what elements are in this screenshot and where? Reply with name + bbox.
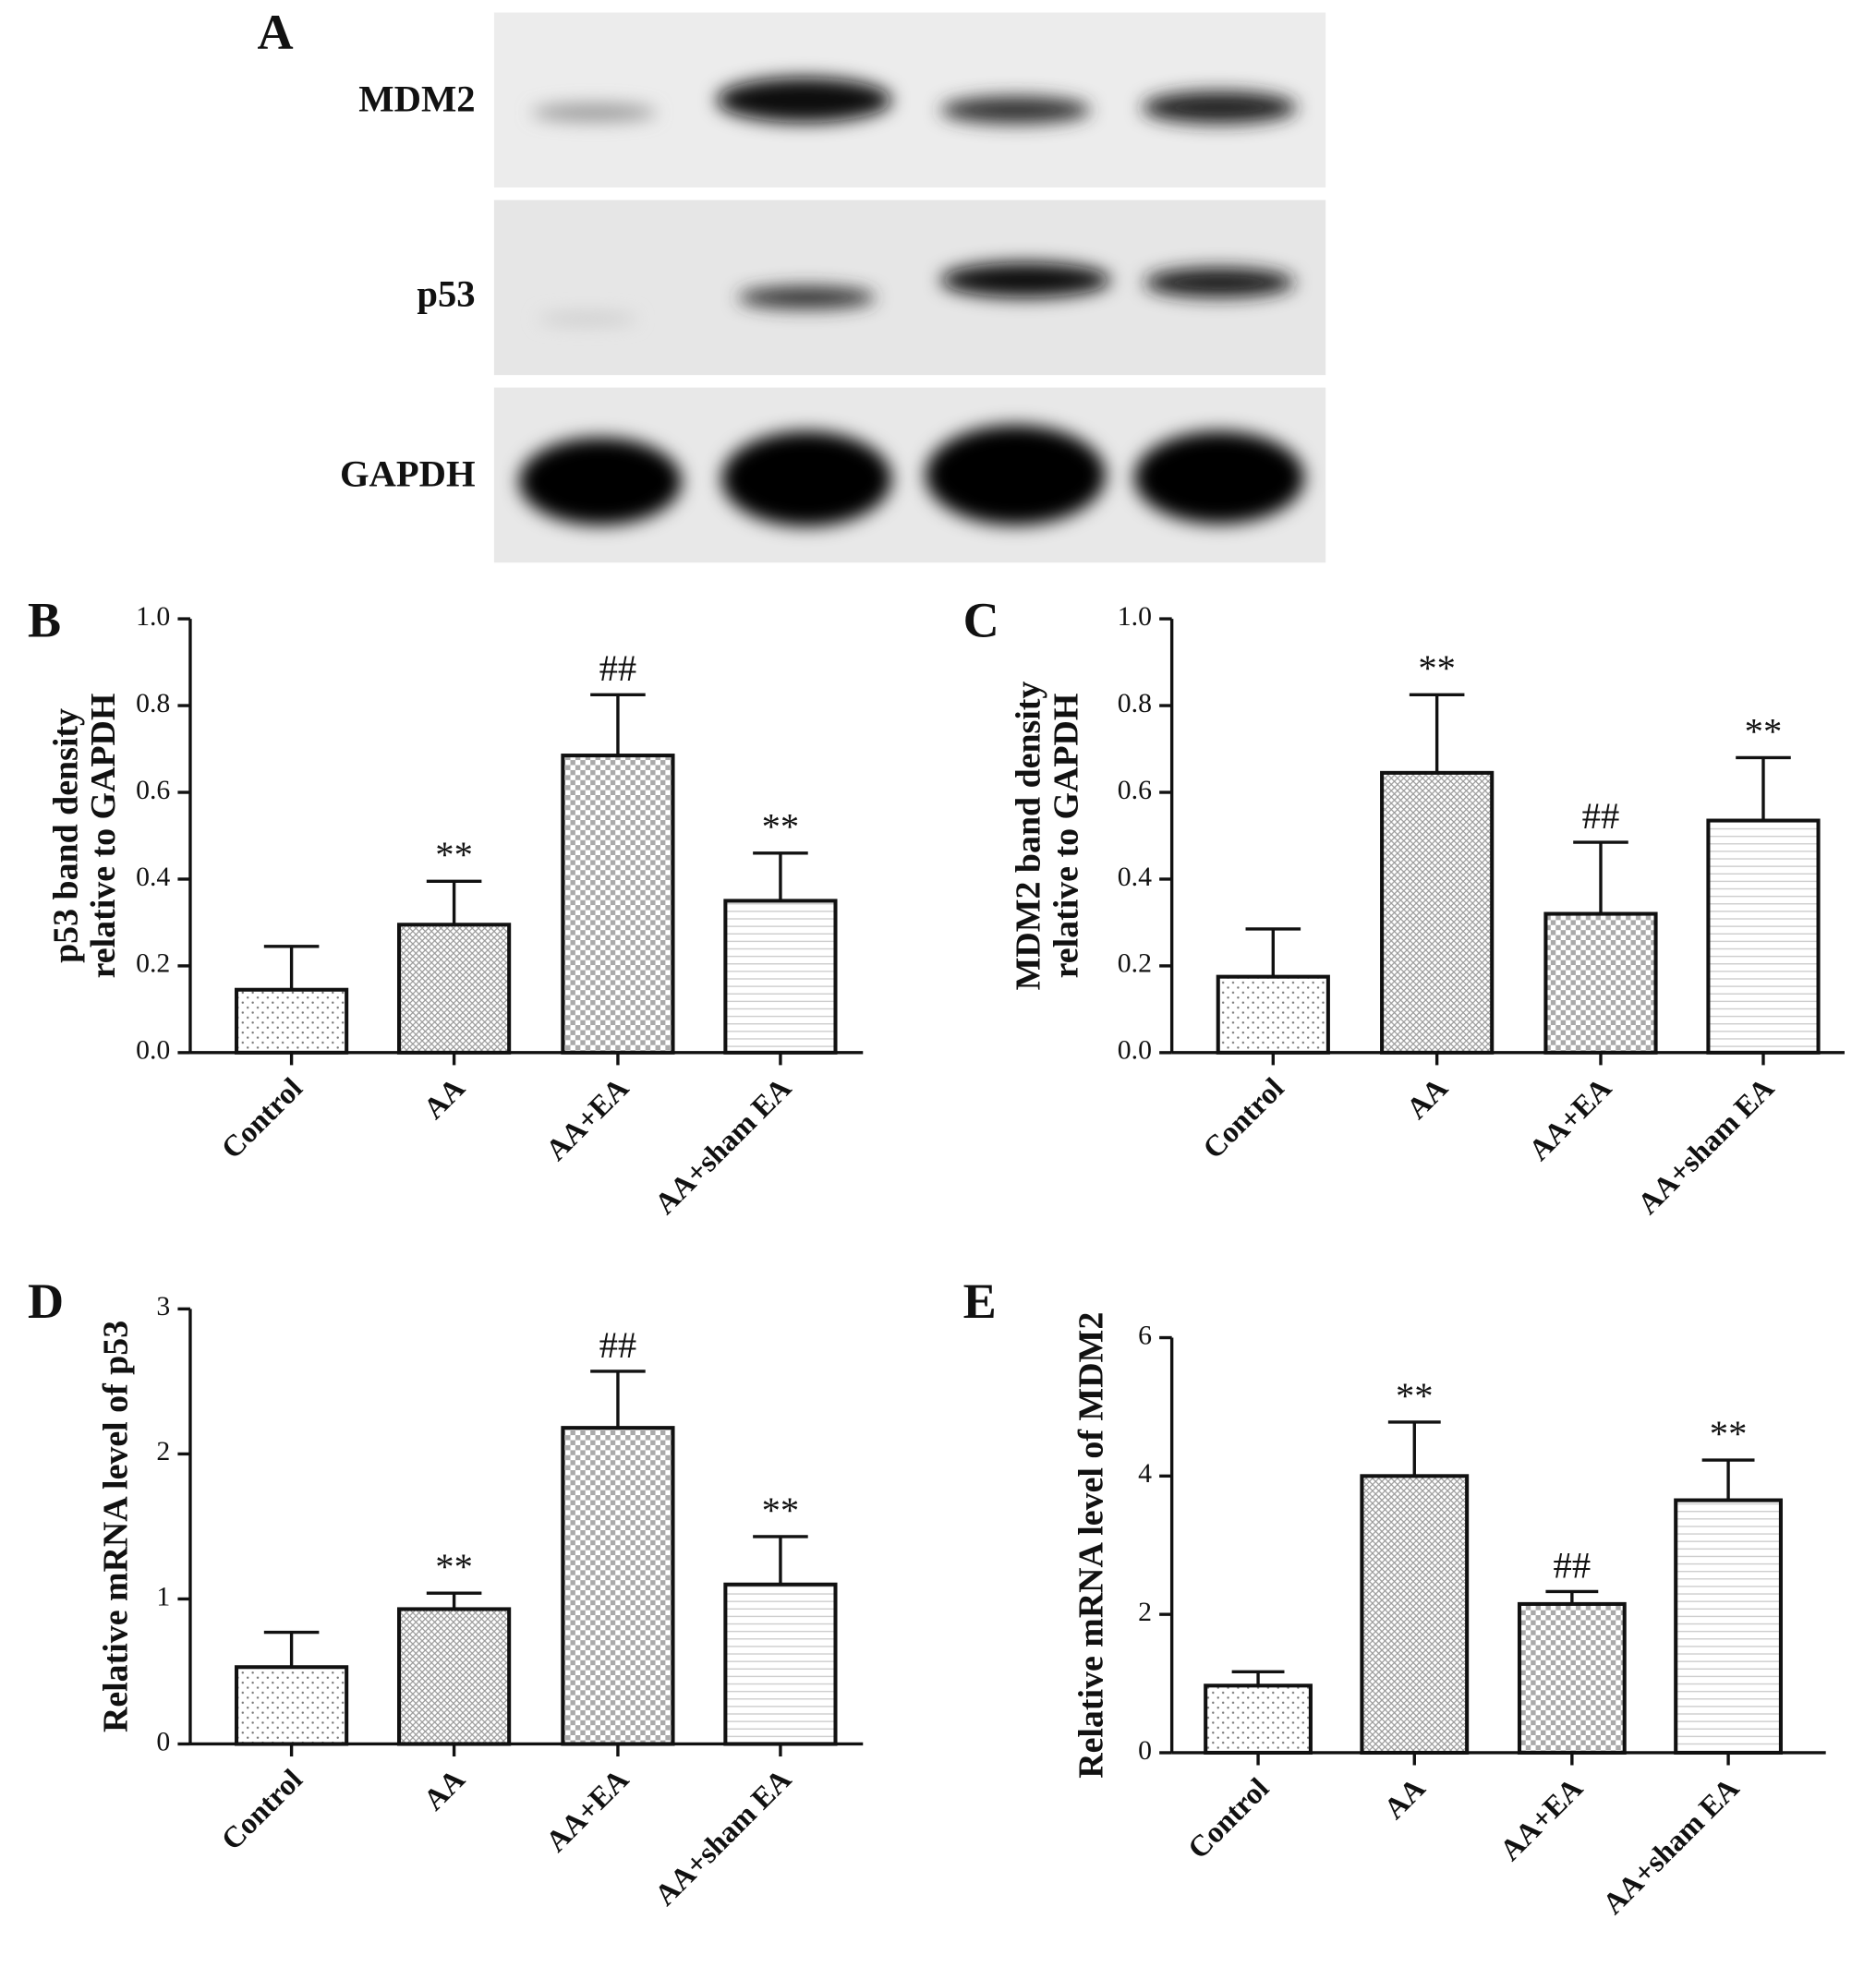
x-tick-label: AA+sham EA [1631,1071,1781,1221]
y-tick-label: 6 [1138,1320,1152,1350]
bar [1706,818,1821,1055]
y-axis-label: p53 band density [46,708,85,963]
y-tick-label: 2 [1138,1597,1152,1627]
y-axis-label: Relative mRNA level of p53 [96,1321,135,1732]
y-tick-label: 0.0 [136,1035,170,1066]
bar [1380,770,1495,1055]
x-tick-label: AA+sham EA [648,1763,798,1913]
x-tick-label: Control [1182,1772,1277,1866]
y-axis-label: Relative mRNA level of MDM2 [1071,1312,1110,1779]
significance-label: ## [1582,795,1620,837]
x-tick-label: AA [418,1071,472,1126]
significance-label: ** [435,834,473,875]
y-tick-label: 1.0 [1118,601,1152,632]
x-tick-label: AA+EA [1494,1771,1590,1867]
y-tick-label: 0.6 [1118,775,1152,805]
y-tick-label: 2 [156,1436,170,1466]
x-tick-label: Control [215,1763,309,1857]
y-tick-label: 1.0 [136,601,170,632]
y-tick-label: 0.0 [1118,1035,1152,1066]
bands [518,77,1305,526]
y-tick-label: 0.4 [136,862,170,892]
y-tick-label: 3 [156,1291,170,1321]
bar [235,987,349,1055]
panel-label: A [257,5,293,60]
significance-label: ## [599,647,637,689]
bar [1517,1601,1627,1756]
row-label: GAPDH [340,453,476,494]
y-tick-label: 0 [156,1726,170,1756]
significance-label: ** [1710,1413,1748,1454]
y-tick-label: 4 [1138,1458,1152,1489]
panel-label: E [963,1273,997,1329]
significance-label: ** [1418,647,1456,689]
y-tick-label: 1 [156,1581,170,1611]
y-tick-label: 0.8 [136,688,170,718]
bar [723,1582,838,1746]
significance-label: ## [599,1324,637,1366]
y-tick-label: 0.6 [136,775,170,805]
bar [1204,1683,1313,1756]
x-tick-label: AA+EA [1522,1071,1618,1167]
y-axis-label: relative to GAPDH [84,694,123,979]
bar [396,1607,512,1746]
x-tick-label: AA+EA [539,1071,635,1167]
y-axis-label: relative to GAPDH [1047,694,1085,979]
bar [561,754,675,1055]
significance-label: ## [1554,1544,1592,1586]
panel-label: D [28,1273,64,1329]
row-label: MDM2 [358,78,475,119]
x-tick-label: AA+EA [539,1763,635,1859]
bar [235,1665,349,1746]
significance-label: ** [762,1490,800,1531]
significance-label: ** [762,806,800,848]
bar [1360,1474,1470,1756]
bar [1674,1498,1783,1756]
western-blot: A MDM2 p53 GAPDH [257,5,1326,563]
x-tick-label: Control [1197,1072,1291,1166]
bar [1543,911,1658,1055]
significance-label: ** [1745,710,1783,752]
panel-label: C [963,592,999,647]
bar [396,923,512,1055]
y-tick-label: 0.4 [1118,862,1152,892]
row-label: p53 [417,273,475,315]
bar [561,1426,675,1746]
y-axis-label: MDM2 band density [1010,682,1048,991]
significance-label: ** [435,1546,473,1587]
y-tick-label: 0.8 [1118,688,1152,718]
x-tick-label: AA [418,1763,472,1817]
significance-label: ** [1396,1375,1434,1417]
x-tick-label: AA [1400,1071,1455,1126]
y-tick-label: 0 [1138,1735,1152,1766]
x-tick-label: AA+sham EA [1596,1771,1746,1921]
panel-label: B [28,592,61,647]
bar [723,899,838,1055]
x-tick-label: Control [215,1072,309,1166]
bar [1216,974,1330,1055]
y-tick-label: 0.2 [136,948,170,979]
x-tick-label: AA [1378,1771,1433,1826]
y-tick-label: 0.2 [1118,948,1152,979]
x-tick-label: AA+sham EA [648,1071,798,1221]
